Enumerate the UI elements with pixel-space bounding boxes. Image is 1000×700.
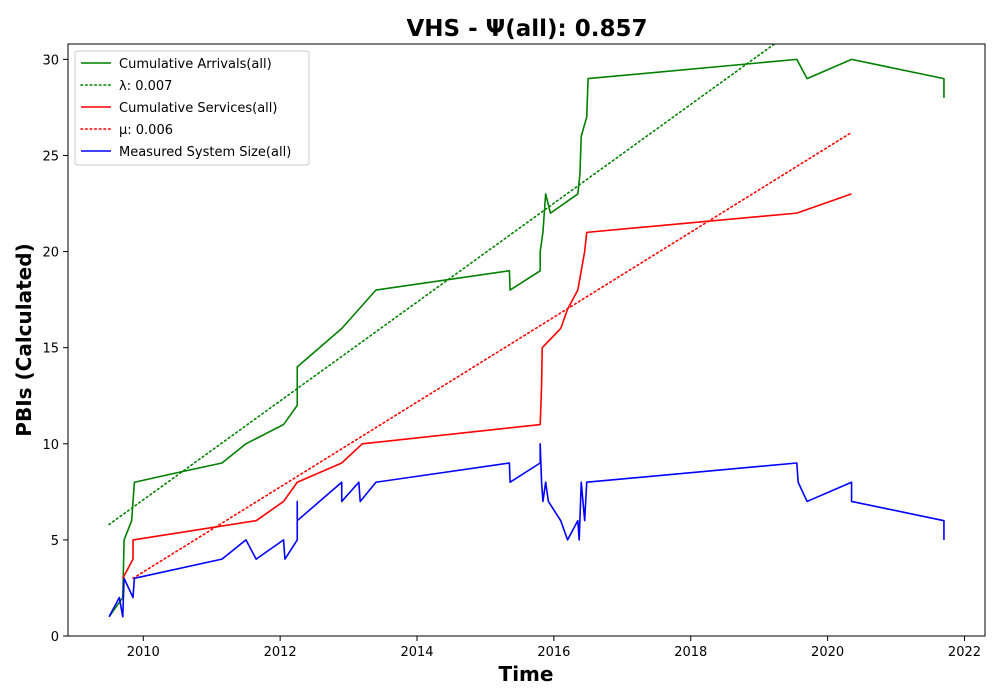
legend-entry-label: Cumulative Arrivals(all) — [119, 57, 272, 72]
x-tick-label: 2018 — [674, 645, 707, 660]
y-axis-label: PBIs (Calculated) — [12, 243, 36, 436]
chart-title: VHS - Ψ(all): 0.857 — [407, 16, 648, 42]
x-tick-label: 2010 — [127, 645, 160, 660]
y-tick-label: 30 — [42, 53, 59, 68]
x-tick-label: 2020 — [811, 645, 844, 660]
series-line-0 — [108, 58, 945, 618]
series-line-1 — [108, 44, 776, 526]
y-tick-label: 20 — [42, 246, 59, 261]
series-line-3 — [132, 131, 853, 580]
legend-entry-label: λ: 0.007 — [119, 79, 172, 94]
legend-entry-label: Measured System Size(all) — [119, 145, 291, 160]
legend-entry-label: Cumulative Services(all) — [119, 101, 277, 116]
y-tick-label: 25 — [42, 149, 59, 164]
x-tick-label: 2014 — [400, 645, 433, 660]
y-tick-label: 0 — [51, 630, 59, 645]
x-tick-label: 2022 — [948, 645, 981, 660]
y-tick-label: 5 — [51, 534, 59, 549]
legend: Cumulative Arrivals(all) λ: 0.007 Cumulati… — [74, 50, 310, 166]
series-line-2 — [122, 193, 852, 579]
plot-frame — [67, 43, 986, 637]
x-axis-label: Time — [499, 662, 554, 686]
y-tick-label: 10 — [42, 438, 59, 453]
x-tick-label: 2012 — [264, 645, 297, 660]
plot-area — [108, 44, 945, 618]
legend-entry-label: μ: 0.006 — [119, 123, 173, 138]
x-tick-label: 2016 — [537, 645, 570, 660]
series-line-4 — [108, 442, 945, 618]
legend-box — [74, 50, 310, 166]
y-tick-label: 15 — [42, 342, 59, 357]
